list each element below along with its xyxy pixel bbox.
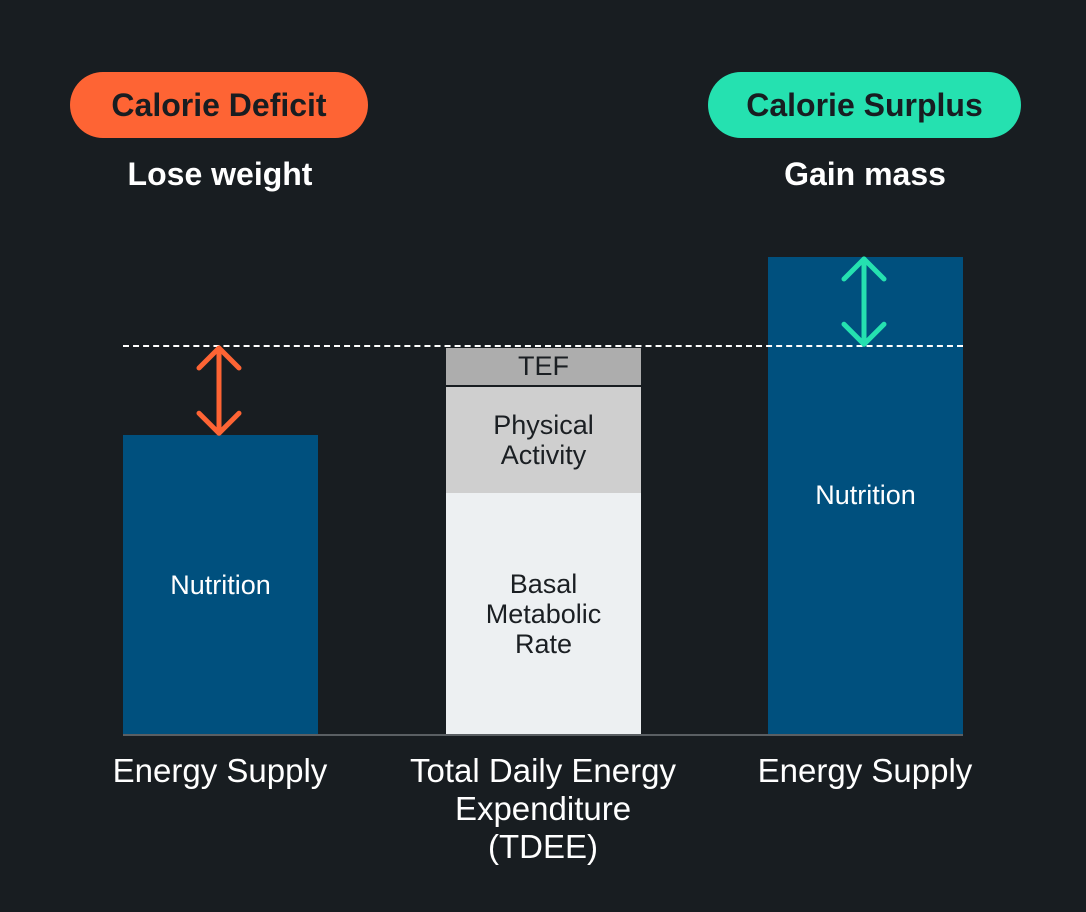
segment-label: Nutrition [815, 480, 916, 511]
tdee-reference-line [123, 345, 963, 347]
gain-mass-label: Gain mass [784, 156, 946, 192]
segment-label: Activity [500, 440, 587, 471]
x-label-energy-supply-left: Energy Supply [112, 752, 328, 789]
segment-1: Physical Activity [446, 386, 641, 494]
x-label-line: Expenditure [454, 790, 632, 827]
segment-label: Nutrition [170, 569, 271, 600]
baseline [123, 734, 963, 736]
segment-label: Metabolic [485, 598, 602, 629]
segment-label: TEF [518, 351, 569, 382]
calorie-surplus-badge: Calorie Surplus [708, 72, 1021, 138]
segment-0: Basal Metabolic Rate [446, 493, 641, 734]
deficit-double-arrow-icon [196, 345, 242, 436]
calorie-deficit-badge: Calorie Deficit [70, 72, 368, 138]
lose-weight-label: Lose weight [127, 156, 313, 192]
segment-label: Basal [509, 568, 578, 599]
segment-label: Physical [493, 410, 594, 441]
segment-2: TEF [446, 348, 641, 385]
x-label-line: Total Daily Energy [410, 752, 676, 789]
x-label-tdee: Total Daily Energy Expenditure (TDEE) [373, 752, 713, 866]
x-label-energy-supply-right: Energy Supply [757, 752, 973, 789]
segment-label: Rate [514, 628, 573, 659]
surplus-double-arrow-icon [841, 256, 887, 347]
nutrition-bar: Nutrition [123, 435, 318, 734]
x-label-line: (TDEE) [488, 828, 598, 865]
